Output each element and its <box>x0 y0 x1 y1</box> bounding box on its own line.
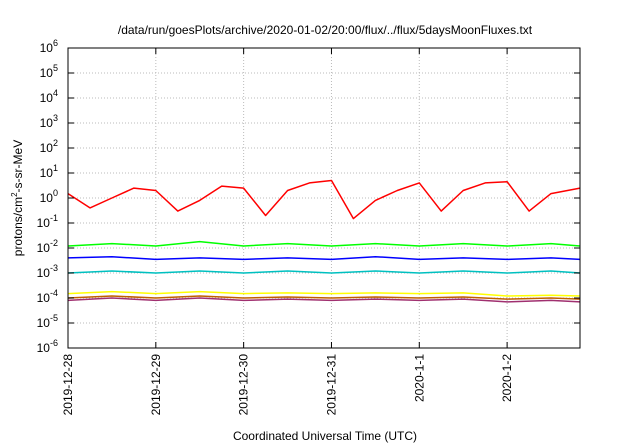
y-tick-exponent: 2 <box>53 138 58 148</box>
x-tick-label: 2019-12-30 <box>237 354 251 416</box>
y-tick-label: 106 <box>40 38 58 55</box>
y-tick-exponent: 5 <box>53 63 58 73</box>
y-tick-label: 105 <box>40 63 58 80</box>
y-tick-label: 101 <box>40 163 58 180</box>
x-tick-label: 2019-12-29 <box>149 354 163 416</box>
grid <box>68 48 580 348</box>
y-tick-base: 10 <box>40 141 54 155</box>
y-tick-exponent: -2 <box>50 238 58 248</box>
y-tick-label: 10-3 <box>37 263 58 280</box>
x-tick-label: 2019-12-31 <box>324 354 338 416</box>
x-tick-label: 2020-1-2 <box>500 354 514 402</box>
y-tick-label: 10-2 <box>37 238 58 255</box>
y-tick-exponent: 4 <box>53 88 58 98</box>
y-tick-exponent: 6 <box>53 38 58 48</box>
y-tick-base: 10 <box>37 316 51 330</box>
plot-frame <box>67 47 581 349</box>
y-axis-label-prefix: protons/cm <box>11 197 25 256</box>
y-tick-exponent: 1 <box>53 163 58 173</box>
y-tick-label: 10-1 <box>37 213 58 230</box>
series-line-5 <box>67 290 581 297</box>
series-line-1 <box>67 179 581 220</box>
x-tick-labels: 2019-12-28 2019-12-29 2019-12-30 2019-12-31… <box>61 354 514 416</box>
series-line-6 <box>67 295 581 300</box>
y-tick-base: 10 <box>37 216 51 230</box>
y-tick-label: 10-6 <box>37 338 58 355</box>
y-tick-base: 10 <box>37 241 51 255</box>
series-line-7 <box>67 297 581 303</box>
y-tick-exponent: -6 <box>50 338 58 348</box>
y-tick-exponent: -5 <box>50 313 58 323</box>
y-axis-label-suffix: -s-sr-MeV <box>11 140 25 193</box>
series-layer <box>67 179 581 303</box>
series-line-4 <box>67 270 581 274</box>
y-axis-label: protons/cm2-s-sr-MeV <box>10 140 25 256</box>
y-tick-label: 103 <box>40 113 58 130</box>
x-tick-label: 2020-1-1 <box>412 354 426 402</box>
y-tick-base: 10 <box>37 266 51 280</box>
series-line-2 <box>67 240 581 247</box>
x-axis-label: Coordinated Universal Time (UTC) <box>233 429 417 443</box>
y-tick-exponent: -1 <box>50 213 58 223</box>
y-tick-label: 10-5 <box>37 313 58 330</box>
y-tick-exponent: 3 <box>53 113 58 123</box>
y-tick-base: 10 <box>40 191 54 205</box>
y-tick-base: 10 <box>40 41 54 55</box>
y-tick-base: 10 <box>37 341 51 355</box>
y-tick-label: 102 <box>40 138 58 155</box>
y-tick-base: 10 <box>37 291 51 305</box>
y-tick-label: 104 <box>40 88 58 105</box>
y-axis-label-sup: 2 <box>10 192 19 197</box>
y-tick-base: 10 <box>40 66 54 80</box>
chart-title: /data/run/goesPlots/archive/2020-01-02/2… <box>118 23 533 37</box>
y-tick-label: 100 <box>40 188 58 205</box>
y-tick-labels: 10-610-510-410-310-210-11001011021031041… <box>37 38 58 355</box>
y-tick-base: 10 <box>40 91 54 105</box>
y-tick-exponent: -4 <box>50 288 58 298</box>
y-tick-exponent: -3 <box>50 263 58 273</box>
y-tick-exponent: 0 <box>53 188 58 198</box>
y-tick-base: 10 <box>40 116 54 130</box>
y-tick-base: 10 <box>40 166 54 180</box>
x-tick-label: 2019-12-28 <box>61 354 75 416</box>
series-line-3 <box>67 255 581 261</box>
y-tick-label: 10-4 <box>37 288 58 305</box>
